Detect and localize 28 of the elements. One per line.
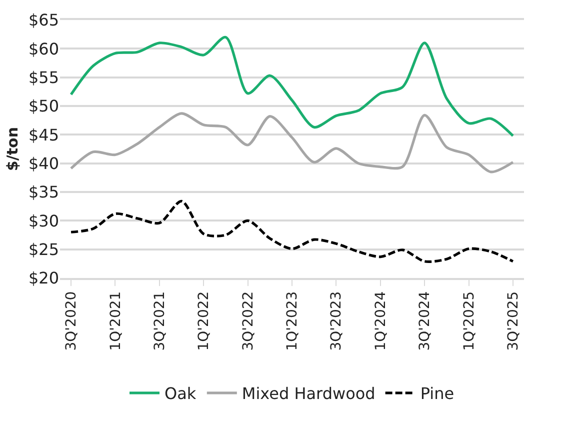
- y-axis-title: $/ton: [4, 126, 22, 172]
- y-tick-label: $20: [28, 268, 59, 288]
- y-tick-label: $55: [28, 68, 59, 87]
- y-tick-label: $40: [28, 154, 59, 173]
- legend-label: Mixed Hardwood: [242, 384, 376, 404]
- y-tick-label: $35: [28, 182, 59, 202]
- line-series: [70, 36, 514, 138]
- x-tick-label: 1Q'2022: [196, 291, 212, 351]
- x-tick-label: 3Q'2023: [328, 291, 345, 351]
- x-tick-label: 3Q'2024: [417, 291, 434, 351]
- legend-label: Pine: [420, 384, 454, 404]
- y-tick-label: $50: [28, 96, 59, 116]
- x-tick-label: 3Q'2020: [64, 291, 80, 351]
- x-tick-label: 1Q'2023: [284, 291, 301, 351]
- legend-label: Oak: [164, 384, 197, 404]
- y-tick-label: $65: [28, 10, 59, 30]
- x-tick-label: 1Q'2025: [461, 291, 478, 351]
- x-tick-label: 1Q'2024: [372, 291, 389, 351]
- x-tick-label: 3Q'2025: [506, 291, 522, 351]
- x-tick-label: 3Q'2021: [152, 291, 168, 351]
- y-tick-label: $45: [28, 125, 59, 144]
- x-tick-label: 3Q'2022: [240, 291, 256, 351]
- y-tick-label: $30: [28, 211, 59, 230]
- line-series: [70, 200, 514, 263]
- line-series: [70, 112, 514, 174]
- y-tick-label: $25: [28, 240, 59, 259]
- y-tick-label: $60: [28, 39, 59, 58]
- x-tick-label: 1Q'2021: [108, 291, 124, 351]
